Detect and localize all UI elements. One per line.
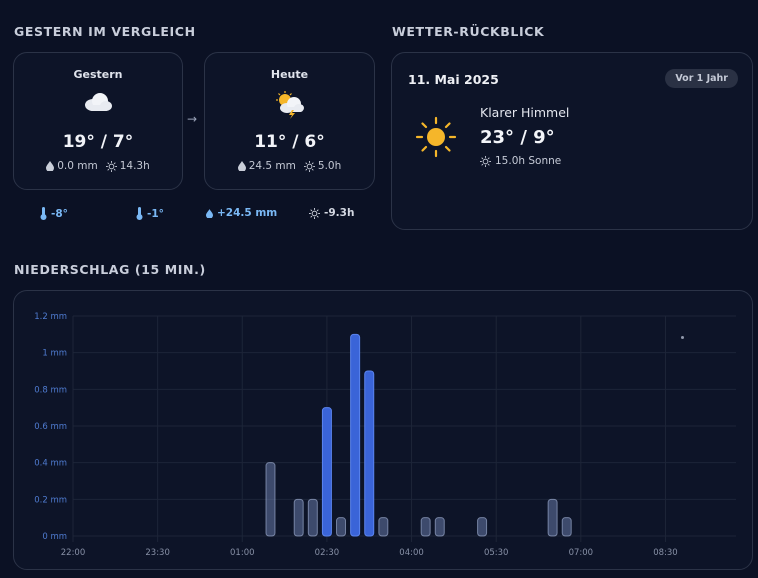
precip-bar [434,517,445,537]
review-condition: Klarer Himmel [480,105,570,120]
y-tick-label: 0 mm [42,532,67,542]
x-tick-label: 04:00 [399,548,424,558]
sun-small-icon [480,155,491,167]
precip-chart-card [13,290,753,570]
today-label: Heute [270,68,309,81]
drop-icon [206,208,213,218]
x-tick-label: 05:30 [484,548,509,558]
x-tick-label: 08:30 [653,548,678,558]
precip-bar [350,333,361,537]
x-tick-label: 02:30 [315,548,340,558]
x-tick-label: 07:00 [569,548,594,558]
y-tick-label: 0.8 mm [34,385,67,395]
drop-icon [237,161,246,171]
sun-small-icon [309,207,320,219]
x-tick-label: 01:00 [230,548,255,558]
precip-bar [321,407,332,537]
diff-max-temp: -8° [40,207,68,220]
precip-bar [364,370,375,537]
sun-icon [414,115,458,163]
precip-bar [420,517,431,537]
today-card[interactable]: Heute 11° / 6° 24.5 mm 5.0h [204,52,375,190]
comparison-title: GESTERN IM VERGLEICH [14,24,196,39]
precip-bar [336,517,347,537]
today-sun: 5.0h [317,160,342,172]
x-tick-label: 22:00 [61,548,86,558]
review-sun-hours: 15.0h Sonne [495,155,562,167]
diff-sun: -9.3h [309,207,354,219]
diff-max-temp-value: -8° [51,207,68,220]
precip-bar [547,498,558,537]
yesterday-card[interactable]: Gestern 19° / 7° 0.0 mm 14.3h [13,52,183,190]
diff-sun-value: -9.3h [324,207,355,219]
drop-icon [46,161,55,171]
review-temp: 23° / 9° [480,127,555,148]
review-date: 11. Mai 2025 [408,72,499,87]
cloud-icon [83,91,113,117]
review-card[interactable]: 11. Mai 2025 Vor 1 Jahr Klarer Himmel 23… [391,52,753,230]
precip-bar [293,498,304,537]
precip-title: NIEDERSCHLAG (15 MIN.) [14,262,206,277]
y-tick-label: 0.4 mm [34,459,67,469]
precip-bar [307,498,318,537]
thermometer-icon [136,207,143,220]
precip-bar [561,517,572,537]
y-tick-label: 1 mm [42,349,67,359]
x-tick-label: 23:30 [145,548,170,558]
precip-bar [265,462,276,537]
diff-precip-value: +24.5 mm [217,207,278,219]
yesterday-label: Gestern [73,68,123,81]
y-tick-label: 0.6 mm [34,422,67,432]
sun-small-icon [105,160,117,172]
thunder-sun-cloud-icon [274,91,306,123]
today-temp: 11° / 6° [254,132,325,152]
y-tick-label: 1.2 mm [34,312,67,322]
dot-marker [681,336,684,339]
diff-min-temp: -1° [136,207,164,220]
diff-precip: +24.5 mm [206,207,277,219]
y-tick-label: 0.2 mm [34,495,67,505]
arrow-icon: → [187,112,198,126]
sun-small-icon [303,160,315,172]
today-precip: 24.5 mm [248,160,296,172]
precip-bar [477,517,488,537]
precip-bar [378,517,389,537]
yesterday-temp: 19° / 7° [62,132,134,152]
yesterday-sun: 14.3h [119,160,150,172]
review-title: WETTER-RÜCKBLICK [392,24,545,39]
review-badge[interactable]: Vor 1 Jahr [665,69,738,88]
diff-min-temp-value: -1° [147,207,164,220]
thermometer-icon [40,207,47,220]
yesterday-precip: 0.0 mm [57,160,98,172]
